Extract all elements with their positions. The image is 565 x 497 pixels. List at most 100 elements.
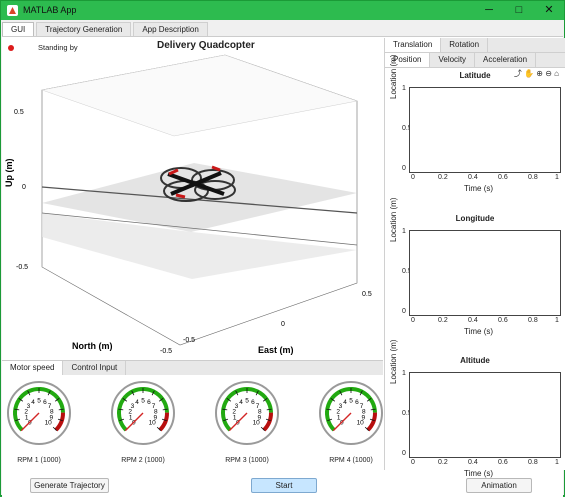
main-3d-plot[interactable]: 0.5 0 -0.5 Up (m) -0.5 0 0.5 North (m) -… <box>2 37 382 359</box>
window-title: MATLAB App <box>23 5 77 15</box>
gauge-tick-label: 1 <box>337 415 341 422</box>
gauge-tick <box>255 390 259 396</box>
gauge-tick-label: 5 <box>141 398 145 405</box>
gauge-tick-label: 3 <box>235 403 239 410</box>
north-tick-2: 0 <box>281 321 285 328</box>
gauge-tick-label: 1 <box>129 415 133 422</box>
gauge-tick-label: 0 <box>340 420 344 427</box>
tab-position[interactable]: Position <box>385 53 431 67</box>
gauge-tick <box>15 418 21 422</box>
gauge-tick-label: 10 <box>45 420 53 427</box>
close-button[interactable]: ✕ <box>544 4 554 16</box>
gauge-tick-label: 6 <box>43 399 47 406</box>
gauge-tick <box>364 426 369 431</box>
gauge-tick <box>339 390 343 396</box>
gauge-tick-label: 7 <box>256 403 260 410</box>
gauge-tick <box>222 408 228 411</box>
tab-motor-speed[interactable]: Motor speed <box>2 361 64 375</box>
rpm-label: RPM 2 (1000) <box>121 457 165 464</box>
altitude-xlabel: Time (s) <box>464 469 494 478</box>
gauge-green-band <box>221 387 273 432</box>
tab-rotation[interactable]: Rotation <box>441 38 489 52</box>
generate-trajectory-button[interactable]: Generate Trajectory <box>30 478 109 493</box>
maximize-button[interactable]: □ <box>515 4 523 16</box>
gauge-tick-label: 0 <box>236 420 240 427</box>
gauge-tick-label: 9 <box>258 415 262 422</box>
gauge-tick <box>161 418 167 422</box>
gauge-tick-label: 2 <box>128 408 132 415</box>
gauge-tick-label: 5 <box>37 398 41 405</box>
latitude-axes[interactable] <box>409 87 561 173</box>
tab-gui[interactable]: GUI <box>2 22 35 36</box>
minimize-button[interactable]: ─ <box>485 4 493 16</box>
gauge-tick <box>158 397 164 402</box>
gauge-tick-label: 8 <box>154 408 158 415</box>
longitude-axes[interactable] <box>409 230 561 316</box>
gauge-tick <box>14 408 20 411</box>
gauge-tick <box>235 390 239 396</box>
gauge-tick-label: 0 <box>28 420 32 427</box>
gauge-tick-label: 3 <box>27 403 31 410</box>
gauge-tick <box>366 397 372 402</box>
start-button[interactable]: Start <box>251 478 317 493</box>
tab-acceleration[interactable]: Acceleration <box>475 53 537 67</box>
axes-toolbar[interactable]: ⤴ ✋ ⊕ ⊖ ⌂ <box>513 69 559 78</box>
gauge-tick <box>223 418 229 422</box>
gauge-tick <box>119 418 125 422</box>
longitude-xtick-3: 0.4 <box>468 317 478 324</box>
gauge-tick <box>47 390 51 396</box>
tab-velocity[interactable]: Velocity <box>430 53 476 67</box>
longitude-xtick-2: 0.2 <box>438 317 448 324</box>
gauge-tick <box>27 390 31 396</box>
gauge-tick <box>260 426 265 431</box>
tab-translation[interactable]: Translation <box>385 38 442 52</box>
gauge-tick-label: 2 <box>336 408 340 415</box>
gauge-needle <box>228 412 248 432</box>
altitude-ytick-3: 0 <box>402 450 406 457</box>
altitude-axes[interactable] <box>409 372 561 458</box>
main-tabs: GUI Trajectory Generation App Descriptio… <box>2 22 210 36</box>
longitude-plot[interactable]: Longitude Location (m) 1 0.5 0 0 0.2 0.4… <box>385 198 565 352</box>
gauge-tick-label: 9 <box>154 415 158 422</box>
gauge-tick <box>330 397 336 402</box>
rpm-label: RPM 3 (1000) <box>225 457 269 464</box>
gauge-tick <box>226 397 232 402</box>
tab-app-description[interactable]: App Description <box>133 22 208 36</box>
gauge-tick <box>262 397 268 402</box>
gauge-tick <box>54 397 60 402</box>
rpm-label: RPM 4 (1000) <box>329 457 373 464</box>
north-axis-label: North (m) <box>72 341 113 351</box>
latitude-ytick-2: 0.5 <box>402 125 412 132</box>
gauge-tick-label: 7 <box>152 403 156 410</box>
longitude-ytick-3: 0 <box>402 308 406 315</box>
altitude-xtick-6: 1 <box>555 459 559 466</box>
latitude-plot[interactable]: Latitude ⤴ ✋ ⊕ ⊖ ⌂ Location (m) 1 0.5 0 … <box>385 55 565 209</box>
rpm-label: RPM 1 (1000) <box>17 457 61 464</box>
tab-control-input[interactable]: Control Input <box>63 361 127 375</box>
gauge-tick-label: 4 <box>31 399 35 406</box>
gui-panel: Standing by Delivery Quadcopter 0.5 0 <box>2 36 565 497</box>
gauge-green-band <box>117 387 169 432</box>
latitude-xtick-3: 0.4 <box>468 174 478 181</box>
longitude-ytick-1: 1 <box>402 228 406 235</box>
latitude-ytick-3: 0 <box>402 165 406 172</box>
gauge-tick-label: 1 <box>25 415 29 422</box>
animation-button[interactable]: Animation <box>466 478 532 493</box>
tab-trajectory-generation[interactable]: Trajectory Generation <box>36 22 132 36</box>
gauge-tick <box>122 397 128 402</box>
gauge-needle <box>124 412 144 432</box>
altitude-xtick-4: 0.6 <box>498 459 508 466</box>
matlab-icon <box>7 5 18 16</box>
altitude-title: Altitude <box>460 356 490 365</box>
title-bar: MATLAB App ─ □ ✕ <box>1 1 564 20</box>
rpm-gauge-4: 0 1 2 3 4 5 6 7 8 9 10 RPM 4 (1000) <box>316 378 386 464</box>
altitude-plot[interactable]: Altitude Location (m) 1 0.5 0 0 0.2 0.4 … <box>385 340 565 494</box>
gauge-tick-label: 3 <box>131 403 135 410</box>
gauge-green-band <box>13 387 65 432</box>
longitude-xtick-1: 0 <box>411 317 415 324</box>
longitude-xlabel: Time (s) <box>464 327 494 336</box>
